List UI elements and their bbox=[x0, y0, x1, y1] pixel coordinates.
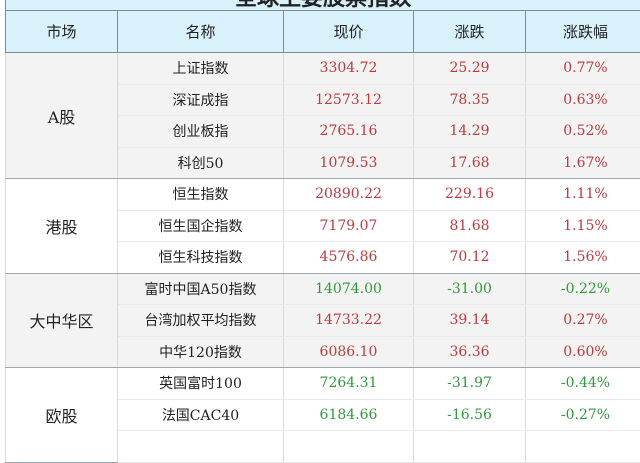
table-title: 全球主要股票指数 bbox=[5, 0, 640, 10]
price-cell: 14733.22 bbox=[284, 305, 414, 337]
market-cell: A股 bbox=[6, 53, 118, 179]
name-cell: 深证成指 bbox=[118, 84, 284, 116]
pct-cell: 1.11% bbox=[526, 179, 640, 211]
pct-cell: 1.67% bbox=[526, 147, 640, 179]
price-cell: 7179.07 bbox=[284, 210, 414, 242]
name-cell: 法国CAC40 bbox=[118, 399, 284, 431]
column-header: 涨跌幅 bbox=[526, 11, 640, 53]
pct-cell: 0.77% bbox=[526, 53, 640, 85]
pct-cell: 1.56% bbox=[526, 242, 640, 274]
price-cell: 4576.86 bbox=[284, 242, 414, 274]
change-cell: 17.68 bbox=[414, 147, 526, 179]
price-cell: 14074.00 bbox=[284, 273, 414, 305]
pct-cell: 1.15% bbox=[526, 210, 640, 242]
change-cell: 36.36 bbox=[414, 336, 526, 368]
pct-cell: 0.27% bbox=[526, 305, 640, 337]
column-header: 市场 bbox=[6, 11, 118, 53]
name-cell: 恒生指数 bbox=[118, 179, 284, 211]
name-cell: 恒生科技指数 bbox=[118, 242, 284, 274]
market-cell: 欧股 bbox=[6, 368, 118, 463]
change-cell: -31.00 bbox=[414, 273, 526, 305]
pct-cell: 0.63% bbox=[526, 84, 640, 116]
change-cell: 14.29 bbox=[414, 116, 526, 148]
name-cell: 恒生国企指数 bbox=[118, 210, 284, 242]
empty-cell bbox=[414, 431, 526, 463]
column-header: 名称 bbox=[118, 11, 284, 53]
change-cell: 78.35 bbox=[414, 84, 526, 116]
price-cell: 3304.72 bbox=[284, 53, 414, 85]
price-cell: 20890.22 bbox=[284, 179, 414, 211]
name-cell: 创业板指 bbox=[118, 116, 284, 148]
price-cell: 6184.66 bbox=[284, 399, 414, 431]
price-cell: 7264.31 bbox=[284, 368, 414, 400]
pct-cell: 0.52% bbox=[526, 116, 640, 148]
empty-cell bbox=[526, 431, 640, 463]
name-cell: 富时中国A50指数 bbox=[118, 273, 284, 305]
empty-cell bbox=[284, 431, 414, 463]
change-cell: 70.12 bbox=[414, 242, 526, 274]
pct-cell: -0.44% bbox=[526, 368, 640, 400]
empty-cell bbox=[118, 431, 284, 463]
price-cell: 12573.12 bbox=[284, 84, 414, 116]
pct-cell: -0.22% bbox=[526, 273, 640, 305]
market-cell: 大中华区 bbox=[6, 273, 118, 368]
price-cell: 2765.16 bbox=[284, 116, 414, 148]
name-cell: 英国富时100 bbox=[118, 368, 284, 400]
price-cell: 1079.53 bbox=[284, 147, 414, 179]
change-cell: -16.56 bbox=[414, 399, 526, 431]
name-cell: 科创50 bbox=[118, 147, 284, 179]
header-row: 市场名称现价涨跌涨跌幅 bbox=[6, 11, 640, 53]
name-cell: 中华120指数 bbox=[118, 336, 284, 368]
pct-cell: 0.60% bbox=[526, 336, 640, 368]
change-cell: 81.68 bbox=[414, 210, 526, 242]
change-cell: 229.16 bbox=[414, 179, 526, 211]
price-cell: 6086.10 bbox=[284, 336, 414, 368]
change-cell: 25.29 bbox=[414, 53, 526, 85]
name-cell: 上证指数 bbox=[118, 53, 284, 85]
change-cell: 39.14 bbox=[414, 305, 526, 337]
pct-cell: -0.27% bbox=[526, 399, 640, 431]
name-cell: 台湾加权平均指数 bbox=[118, 305, 284, 337]
market-cell: 港股 bbox=[6, 179, 118, 274]
change-cell: -31.97 bbox=[414, 368, 526, 400]
column-header: 现价 bbox=[284, 11, 414, 53]
column-header: 涨跌 bbox=[414, 11, 526, 53]
